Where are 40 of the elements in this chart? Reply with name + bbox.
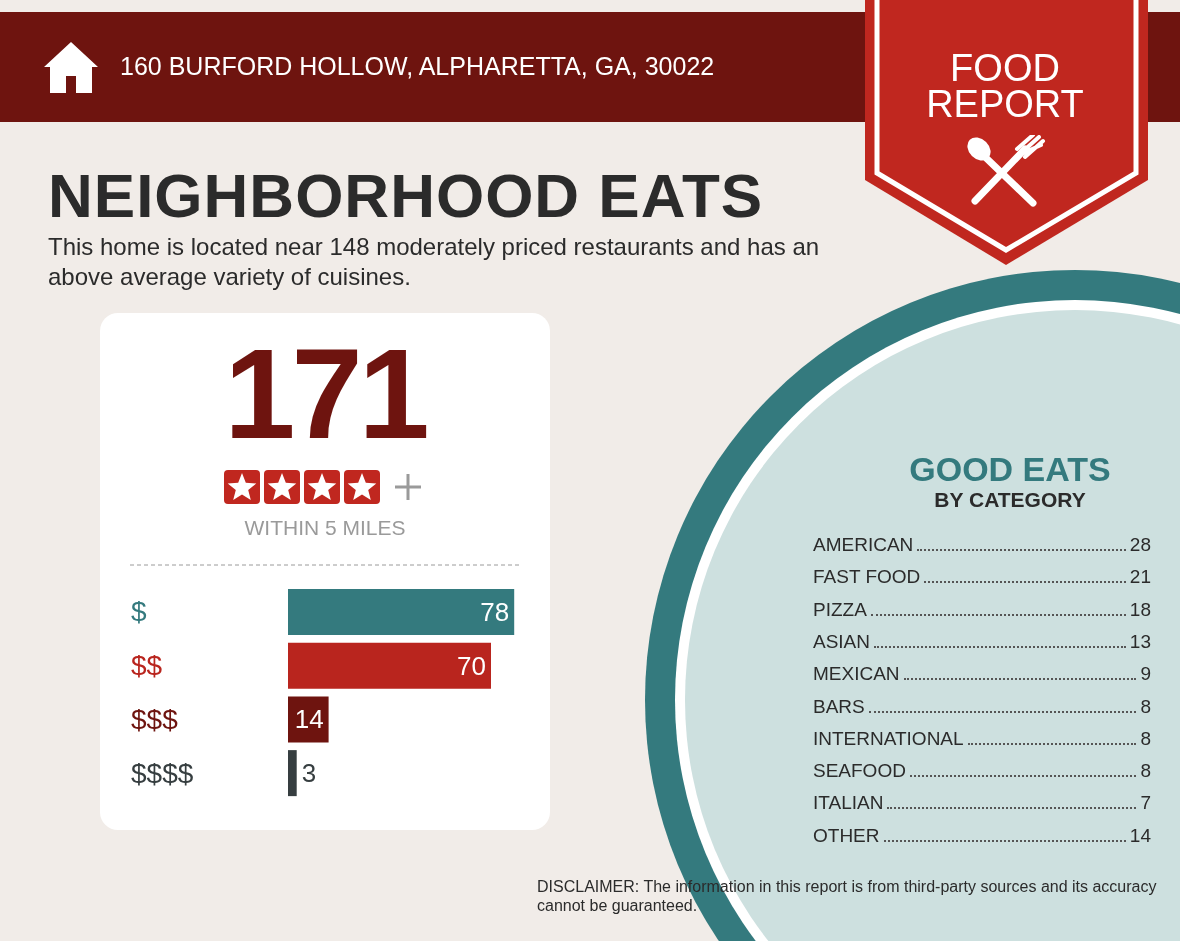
category-label: AMERICAN [813,534,914,556]
category-label: INTERNATIONAL [813,727,964,750]
text: FOOD REPORT [925,47,1085,125]
category-label: BARS [813,695,865,718]
bar [288,588,515,635]
text: BY CATEGORY [933,488,1087,512]
bar [288,750,297,797]
text: GOOD EATS [908,450,1112,489]
text: WITHIN 5 MILES [243,516,407,540]
y-tick-label: $$ [131,650,163,682]
data-label: 18 [1129,598,1151,621]
text: This home is located near 148 moderately priced restaurants and has an above average variety of cuisines. [48,232,821,292]
data-label: 21 [1129,566,1151,589]
category-label: MEXICAN [813,663,900,686]
bar [288,696,329,743]
category-label: FAST FOOD [813,566,921,589]
data-label: 28 [1129,534,1151,556]
data-label: 8 [1140,695,1151,718]
category-label: PIZZA [813,598,867,621]
data-label: 70 [457,650,486,681]
y-tick-label: $$$$ [131,757,194,789]
y-tick-label: $$$ [131,703,179,735]
data-label: 14 [1129,824,1151,847]
text: NEIGHBORHOOD EATS [48,160,764,231]
data-label: 7 [1140,792,1151,815]
data-label: 3 [301,758,317,789]
data-label: 78 [480,596,510,627]
text: 171 [223,321,427,467]
data-label: 8 [1140,760,1151,783]
bar [288,642,491,689]
category-label: SEAFOOD [813,760,906,783]
category-label: ITALIAN [813,792,884,815]
data-label: 9 [1140,663,1151,686]
category-label: ASIAN [813,630,871,653]
text: 160 BURFORD HOLLOW, ALPHARETTA, GA, 30022 [120,52,715,81]
y-tick-label: $ [131,596,147,628]
data-label: 14 [294,704,324,735]
category-label: OTHER [813,824,880,847]
data-label: 13 [1129,630,1151,653]
data-label: 8 [1140,727,1151,750]
